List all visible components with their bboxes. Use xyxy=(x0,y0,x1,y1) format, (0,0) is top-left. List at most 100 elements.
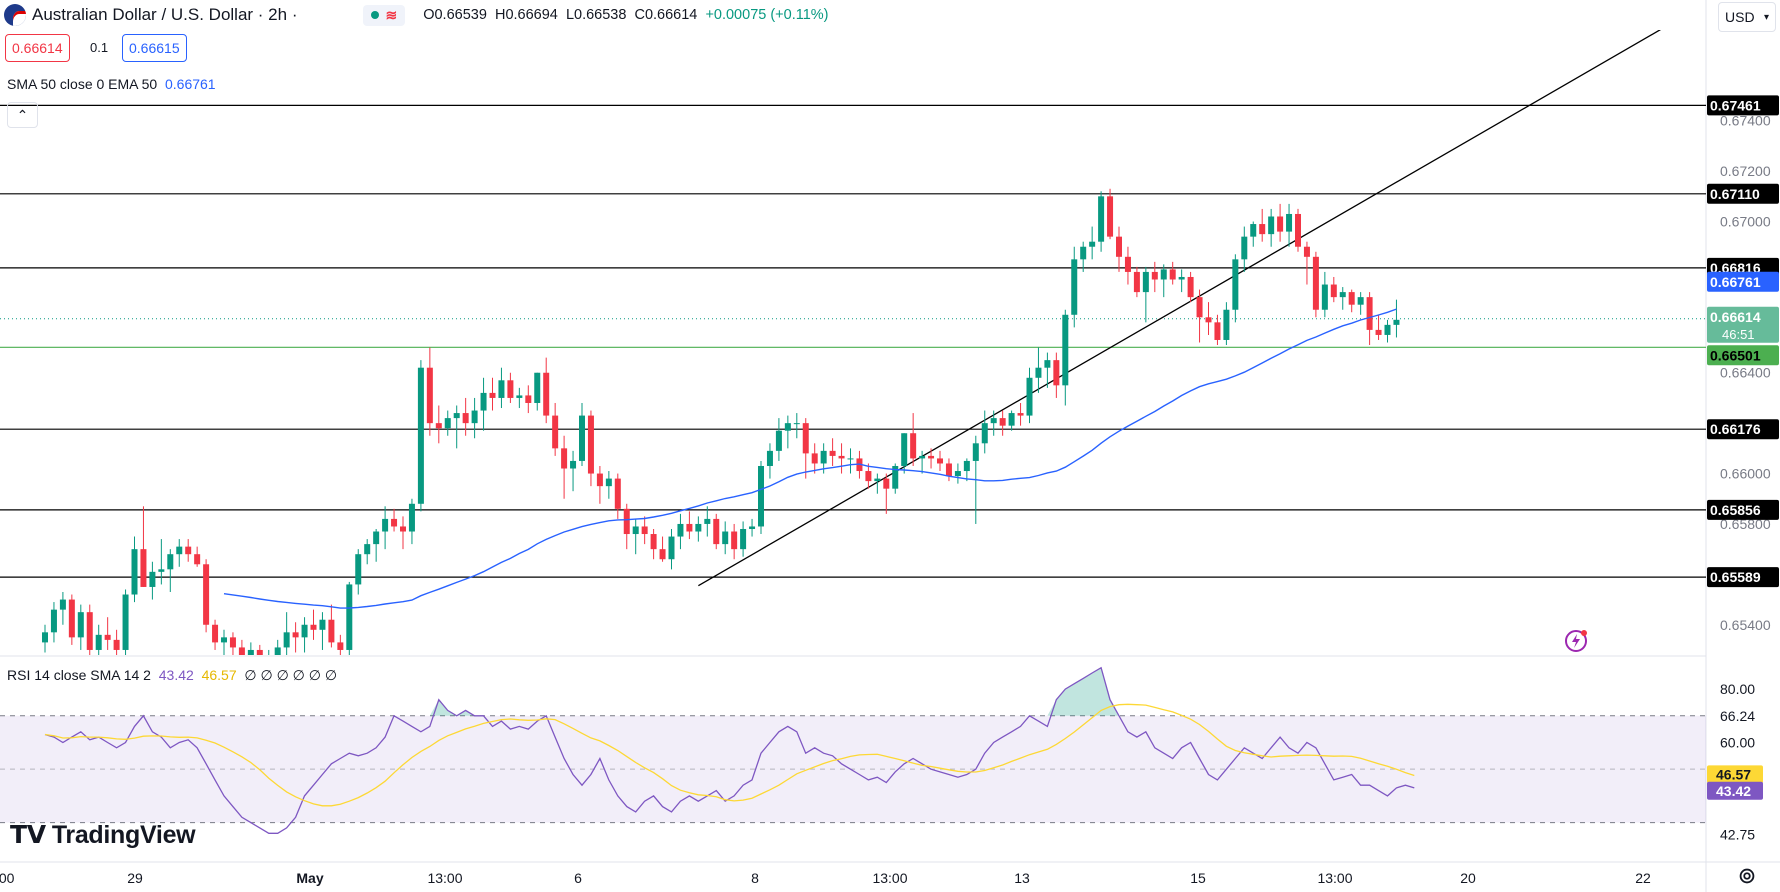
candle-body xyxy=(1062,314,1069,386)
rsi-tick-label: 60.00 xyxy=(1720,734,1755,750)
candle-body xyxy=(426,367,433,424)
market-status-pill[interactable]: ≋ xyxy=(363,4,406,26)
candle-body xyxy=(963,460,970,472)
candle-body xyxy=(677,523,684,537)
last-price-label-bg xyxy=(1707,306,1779,343)
candle-body xyxy=(614,478,621,509)
candle-body xyxy=(68,599,75,638)
candle-body xyxy=(516,395,523,398)
time-tick-label: 20 xyxy=(1460,870,1476,886)
time-tick-label: 22 xyxy=(1635,870,1651,886)
change-value: +0.00075 (+0.11%) xyxy=(705,7,829,23)
candle-body xyxy=(901,433,908,466)
candle-body xyxy=(238,647,245,655)
candle-body xyxy=(408,503,415,532)
candle-body xyxy=(391,518,398,527)
candle-body xyxy=(1098,196,1105,242)
high-value: H0.66694 xyxy=(494,7,558,23)
candle-body xyxy=(749,526,756,529)
candle-body xyxy=(1303,246,1310,257)
level-price-label-bg xyxy=(1707,183,1779,204)
candle-body xyxy=(310,624,317,630)
candle-body xyxy=(1160,269,1167,280)
candle-body xyxy=(355,554,362,585)
market-open-icon xyxy=(371,11,380,19)
collapse-legend-button[interactable]: ⌃ xyxy=(7,102,38,128)
price-tick-label: 0.67200 xyxy=(1720,163,1771,179)
rsi-sma-value-label: 46.57 xyxy=(1716,766,1751,782)
candle-body xyxy=(686,523,693,532)
level-price-label: 0.66176 xyxy=(1710,421,1761,437)
candle-body xyxy=(471,410,478,424)
symbol-title[interactable]: Australian Dollar / U.S. Dollar · 2h · xyxy=(32,5,298,24)
candle-body xyxy=(570,460,577,469)
candle-body xyxy=(632,526,639,535)
candle-body xyxy=(1223,309,1230,340)
settings-gear-icon[interactable] xyxy=(1736,865,1758,887)
candle-body xyxy=(1241,236,1248,260)
candle-body xyxy=(766,450,773,466)
candle-body xyxy=(650,534,657,550)
rsi-sma-legend-value: 46.57 xyxy=(201,667,237,683)
candle-body xyxy=(1232,259,1239,310)
rsi-level-label: 66.24 xyxy=(1720,708,1755,724)
candle-body xyxy=(247,649,254,655)
candle-body xyxy=(1357,297,1364,305)
sma-legend[interactable]: SMA 50 close 0 EMA 50 0.66761 xyxy=(7,76,216,92)
rsi-legend-extra: ∅ ∅ ∅ ∅ ∅ ∅ xyxy=(244,667,338,683)
candle-body xyxy=(820,450,827,464)
candle-body xyxy=(480,392,487,411)
support-price-label-bg xyxy=(1707,345,1779,366)
candle-body xyxy=(507,380,514,398)
candle-body xyxy=(328,619,335,643)
chart-header: Australian Dollar / U.S. Dollar · 2h · ≋… xyxy=(0,0,829,30)
sell-button[interactable]: 0.66614 xyxy=(5,34,70,62)
candle-body xyxy=(1008,413,1015,426)
level-price-label: 0.67110 xyxy=(1710,186,1760,202)
candle-body xyxy=(981,423,988,444)
tradingview-logo-text: TradingView xyxy=(51,820,196,849)
price-series xyxy=(42,30,1662,655)
candle-body xyxy=(713,518,720,545)
time-tick-label: 13:00 xyxy=(872,870,907,886)
time-tick-label: :00 xyxy=(0,870,15,886)
candle-body xyxy=(337,642,344,650)
candle-body xyxy=(203,564,210,625)
time-tick-label: May xyxy=(296,870,323,886)
buy-button[interactable]: 0.66615 xyxy=(122,34,187,62)
candle-body xyxy=(59,599,66,610)
candle-body xyxy=(435,423,442,429)
level-price-label-bg xyxy=(1707,567,1779,588)
candle-body xyxy=(301,624,308,638)
price-tick-label: 0.66400 xyxy=(1720,365,1771,381)
candle-body xyxy=(1321,284,1328,310)
candle-body xyxy=(704,518,711,524)
candle-body xyxy=(122,594,129,650)
sma-legend-value: 0.66761 xyxy=(164,76,216,92)
candle-body xyxy=(561,448,568,469)
candle-body xyxy=(1375,329,1382,335)
candle-body xyxy=(364,544,371,555)
time-tick-label: 6 xyxy=(574,870,582,886)
candle-body xyxy=(722,531,729,545)
lightning-alert-icon[interactable] xyxy=(1564,627,1590,653)
currency-select[interactable]: USD ▾ xyxy=(1718,2,1776,32)
candle-body xyxy=(1295,213,1301,247)
candle-body xyxy=(1169,269,1176,280)
candle-body xyxy=(937,458,943,464)
candle-body xyxy=(659,549,666,560)
candle-body xyxy=(1080,246,1087,260)
candle-body xyxy=(1124,256,1131,272)
candle-body xyxy=(104,634,111,640)
candle-body xyxy=(1178,276,1185,280)
candle-body xyxy=(1384,324,1391,335)
rsi-legend-value: 43.42 xyxy=(158,667,194,683)
candle-body xyxy=(641,526,648,535)
candle-body xyxy=(444,418,451,429)
rsi-legend[interactable]: RSI 14 close SMA 14 2 43.42 46.57 ∅ ∅ ∅ … xyxy=(7,667,337,684)
candle-body xyxy=(346,584,353,650)
sma-price-label: 0.66761 xyxy=(1710,274,1761,290)
rsi-sma-line xyxy=(44,703,1415,807)
candle-body xyxy=(498,380,505,398)
